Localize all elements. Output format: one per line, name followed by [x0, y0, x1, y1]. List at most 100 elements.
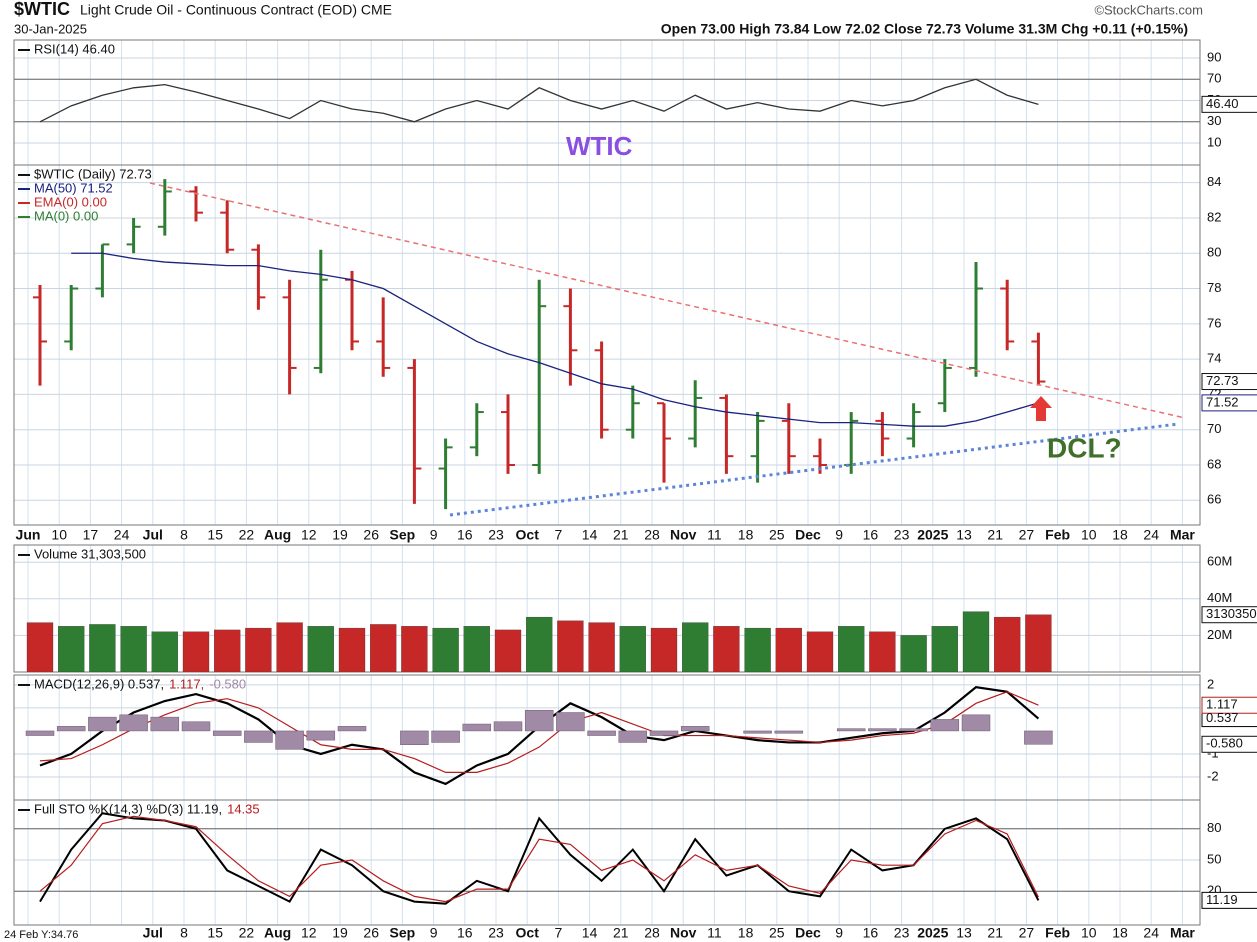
- y-tick-label: 78: [1207, 280, 1221, 295]
- plot: [25, 686, 1257, 786]
- histogram-bar: [150, 716, 180, 732]
- x-tick-label: 26: [363, 527, 379, 543]
- x-tick-label: 22: [239, 925, 255, 941]
- value-tag-label: 71.52: [1206, 394, 1239, 409]
- volume-bar: [713, 626, 740, 672]
- x-tick-label: 9: [835, 925, 843, 941]
- volume-bar: [494, 629, 522, 672]
- histogram-bar: [56, 726, 86, 732]
- y-tick-label: 10: [1207, 134, 1221, 149]
- y-tick-label: 66: [1207, 492, 1221, 507]
- x-tick-label: 19: [332, 925, 348, 941]
- x-tick-label: 26: [363, 925, 379, 941]
- panel-border: [13, 164, 1201, 526]
- histogram-bar: [306, 730, 336, 741]
- x-tick-label: 24: [114, 527, 130, 543]
- x-tick-label: 14: [582, 527, 598, 543]
- x-tick-label: 7: [555, 527, 563, 543]
- y-tick-label: 82: [1207, 209, 1221, 224]
- y-tick-label: -1: [1207, 745, 1219, 760]
- histogram-bar: [462, 723, 492, 732]
- legend-label: MA(0) 0.00: [34, 208, 98, 223]
- volume-bar: [900, 635, 927, 672]
- up-arrow: [1030, 396, 1052, 421]
- histogram-bar: [493, 721, 523, 732]
- y-tick-label: 90: [1207, 49, 1221, 64]
- moving-average: [71, 252, 1039, 427]
- volume-bar: [806, 631, 834, 672]
- volume-bar: [58, 626, 85, 672]
- x-tick-label: 12: [301, 527, 317, 543]
- histogram-bar: [774, 730, 804, 734]
- x-tick-label: 8: [180, 527, 188, 543]
- value-tag-label: 72.73: [1206, 373, 1239, 388]
- histogram-bar: [930, 719, 960, 732]
- x-tick-label: Sep: [390, 527, 416, 543]
- y-tick-label: -2: [1207, 768, 1219, 783]
- x-tick-label: 19: [332, 527, 348, 543]
- volume-bar: [26, 622, 54, 672]
- x-tick-label: 9: [835, 527, 843, 543]
- histogram-bar: [836, 728, 866, 732]
- histogram-bar: [25, 730, 55, 736]
- x-tick-label: 10: [1081, 527, 1097, 543]
- legend-label: RSI(14) 46.40: [34, 41, 115, 56]
- volume-bar: [682, 622, 709, 672]
- volume-bar: [744, 627, 771, 672]
- x-tick-label: Mar: [1170, 925, 1195, 941]
- volume-bar: [619, 626, 646, 672]
- x-tick-label: 15: [207, 925, 223, 941]
- volume-bar: [276, 622, 303, 672]
- x-tick-label: 25: [769, 925, 785, 941]
- plot: [33, 179, 1257, 510]
- legend-label: MACD(12,26,9) 0.537,: [34, 676, 164, 691]
- x-tick-label: Jun: [16, 527, 41, 543]
- x-tick-label: 8: [180, 925, 188, 941]
- histogram-bar: [618, 730, 648, 743]
- value-tag-label: -0.580: [1206, 736, 1243, 751]
- x-tick-label: 13: [956, 925, 972, 941]
- value-tag: [1201, 373, 1257, 391]
- x-tick-label: 18: [1112, 925, 1128, 941]
- value-tag-label: 1.117: [1206, 697, 1238, 712]
- x-tick-label: 17: [83, 527, 99, 543]
- x-tick-label: 24: [1143, 925, 1159, 941]
- series-line: [39, 812, 1040, 905]
- y-tick-label: 2: [1207, 676, 1214, 691]
- value-tag: [1201, 891, 1257, 909]
- volume-bar: [838, 626, 865, 672]
- histogram-bar: [431, 730, 460, 743]
- histogram-bar: [680, 726, 710, 732]
- y-tick-label: 70: [1207, 421, 1221, 436]
- quote: Open 73.00 High 73.84 Low 72.02 Close 72…: [661, 21, 1188, 37]
- volume-bar: [182, 631, 210, 672]
- x-tick-label: 21: [613, 527, 629, 543]
- histogram-bar: [587, 730, 616, 736]
- histogram-bar: [119, 714, 148, 732]
- plot: [39, 812, 1257, 909]
- x-tick-label: 11: [707, 527, 722, 543]
- histogram-bar: [556, 712, 585, 732]
- x-tick-label: Jul: [143, 925, 163, 941]
- y-tick-label: 20M: [1207, 627, 1232, 642]
- legend-label: MA(50) 71.52: [34, 180, 113, 195]
- series-line: [39, 78, 1039, 123]
- x-tick-label: Sep: [390, 925, 416, 941]
- y-tick-label: 70: [1207, 71, 1221, 86]
- x-tick-label: 28: [644, 925, 660, 941]
- x-tick-label: Jul: [143, 527, 163, 543]
- volume-bar: [775, 627, 802, 672]
- x-tick-label: Nov: [670, 527, 697, 543]
- y-tick-label: 74: [1207, 351, 1221, 366]
- legend-label: 14.35: [227, 801, 260, 816]
- x-tick-label: 21: [987, 527, 1003, 543]
- x-tick-label: 25: [769, 527, 785, 543]
- series-line: [39, 691, 1039, 773]
- subtitle: Light Crude Oil - Continuous Contract (E…: [80, 2, 392, 18]
- symbol: $WTIC: [14, 0, 70, 19]
- x-tick-label: 7: [555, 925, 563, 941]
- value-tag-label: 11.19: [1206, 892, 1238, 907]
- x-tick-label: 16: [457, 925, 473, 941]
